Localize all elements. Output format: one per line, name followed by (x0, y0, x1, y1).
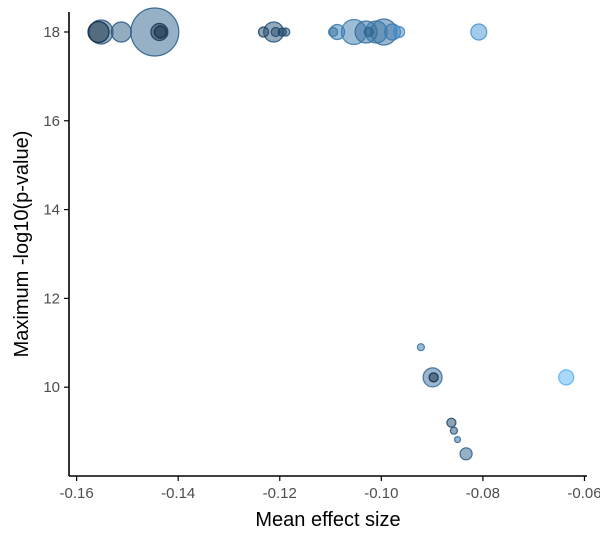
data-point (281, 27, 291, 37)
data-point (558, 369, 575, 386)
data-point (416, 343, 425, 352)
data-point (110, 21, 132, 43)
points-layer (87, 7, 575, 461)
x-axis-title: Mean effect size (255, 509, 400, 531)
x-tick-label: -0.08 (466, 485, 500, 502)
data-point (428, 372, 439, 383)
y-axis-title: Maximum -log10(p-value) (11, 131, 33, 358)
data-point (328, 26, 339, 38)
y-axis-ticks: 10 12 14 16 18 (43, 24, 69, 396)
y-tick-label: 14 (43, 202, 60, 219)
x-tick-label: -0.16 (60, 485, 94, 502)
data-point (393, 25, 406, 39)
data-point (470, 23, 488, 41)
x-tick-label: -0.12 (263, 485, 297, 502)
data-point (453, 436, 462, 444)
data-point (446, 417, 457, 428)
data-point (363, 26, 374, 38)
y-tick-label: 18 (43, 24, 60, 41)
x-tick-label: -0.10 (364, 485, 398, 502)
data-point (87, 20, 110, 44)
y-tick-label: 10 (43, 379, 60, 396)
y-tick-label: 12 (43, 290, 60, 307)
x-axis-ticks: -0.16 -0.14 -0.12 -0.10 -0.08 -0.06 (60, 476, 600, 502)
data-point (257, 26, 270, 38)
x-tick-label: -0.06 (567, 485, 600, 502)
y-tick-label: 16 (43, 113, 60, 130)
x-tick-label: -0.14 (161, 485, 195, 502)
data-point (153, 25, 167, 39)
data-point (459, 447, 473, 461)
data-point (449, 426, 458, 435)
